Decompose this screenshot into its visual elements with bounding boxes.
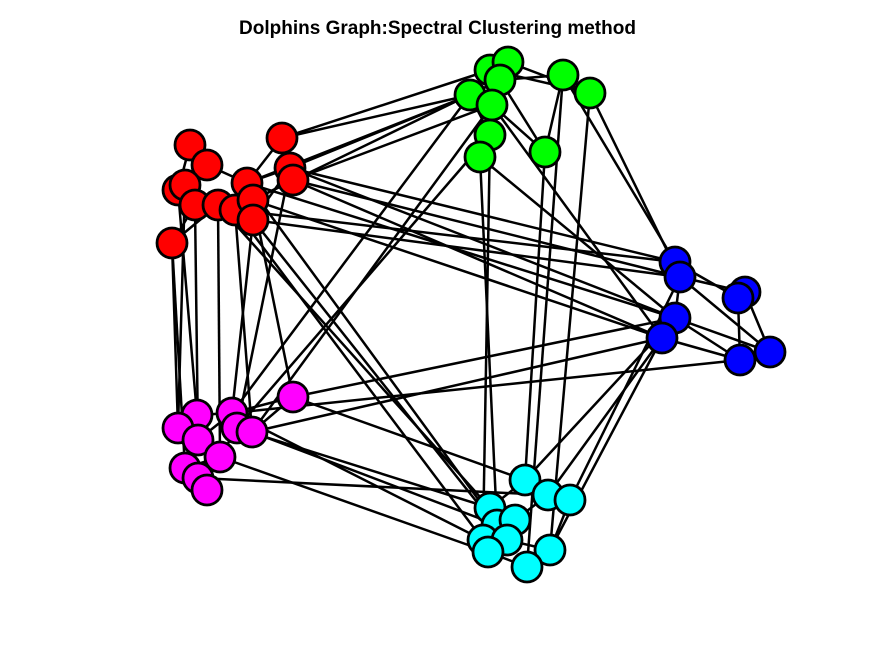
graph-edge xyxy=(292,316,676,399)
graph-edge xyxy=(231,411,484,542)
graph-edge xyxy=(251,430,498,527)
cluster-blue-node xyxy=(723,343,757,377)
graph-edge xyxy=(235,167,292,429)
cluster-green-node xyxy=(475,88,509,122)
cluster-red-node xyxy=(265,121,299,155)
cluster-red-node xyxy=(276,163,310,197)
cluster-green-node xyxy=(463,140,497,174)
cluster-blue-node xyxy=(645,321,679,355)
graph-edge xyxy=(546,337,664,496)
graph-edge xyxy=(245,182,499,526)
graph-edge xyxy=(233,209,254,433)
graph-edge xyxy=(217,204,491,509)
cluster-magenta-node xyxy=(190,473,224,507)
cluster-cyan-node xyxy=(533,533,567,567)
cluster-green-node xyxy=(546,58,580,92)
graph-edge xyxy=(490,104,664,339)
graph-title: Dolphins Graph:Spectral Clustering metho… xyxy=(239,18,636,39)
cluster-blue-node xyxy=(721,281,755,315)
graph-edge xyxy=(292,395,526,482)
cluster-magenta-node xyxy=(235,415,269,449)
cluster-blue-node xyxy=(663,260,697,294)
graph-edge xyxy=(481,134,492,541)
graph-edge xyxy=(234,208,676,264)
graph-edge xyxy=(281,68,491,140)
graph-edge xyxy=(236,134,491,429)
cluster-blue-node xyxy=(753,335,787,369)
cluster-magenta-node xyxy=(276,380,310,414)
cluster-magenta-node xyxy=(203,440,237,474)
graph-edge xyxy=(479,156,676,319)
graph-edge xyxy=(246,181,676,320)
cluster-red-node xyxy=(155,226,189,260)
graph-edge xyxy=(252,198,663,340)
cluster-cyan-node xyxy=(553,483,587,517)
cluster-red-node xyxy=(190,148,224,182)
graph-edge xyxy=(674,316,771,354)
graph-edge xyxy=(251,336,663,434)
graph-edge xyxy=(252,218,681,279)
graph-edge xyxy=(281,93,471,140)
graph-edge xyxy=(548,92,592,551)
cluster-green-node xyxy=(573,76,607,110)
cluster-magenta-node xyxy=(181,423,215,457)
graph-edge xyxy=(234,209,484,541)
cluster-cyan-node xyxy=(510,550,544,584)
cluster-red-node xyxy=(236,203,270,237)
graph-edge xyxy=(289,166,676,320)
graph-edge xyxy=(250,104,494,433)
graph-edge xyxy=(292,178,663,340)
graph-nodes xyxy=(155,45,787,584)
cluster-cyan-node xyxy=(508,463,542,497)
graph-edge xyxy=(292,178,681,279)
graph-edge xyxy=(230,94,472,414)
cluster-green-node xyxy=(528,135,562,169)
graph-edge xyxy=(176,189,199,416)
graph-edge xyxy=(679,276,771,353)
graph-edge xyxy=(588,92,682,278)
graph-edge xyxy=(219,455,489,554)
cluster-cyan-node xyxy=(471,535,505,569)
graph-edge xyxy=(478,156,499,526)
graph-edge xyxy=(292,103,493,182)
